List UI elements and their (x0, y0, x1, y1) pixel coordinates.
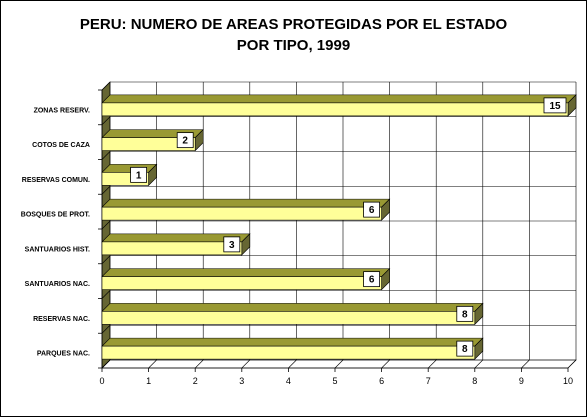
bar-top (101, 268, 391, 277)
data-label: 3 (229, 240, 235, 251)
gridline-floor (567, 359, 577, 369)
gridline-floor (474, 359, 484, 369)
x-tick-label: 2 (193, 376, 198, 386)
bar-top (101, 303, 484, 312)
gridline-floor (381, 359, 390, 369)
gridline-wall (101, 359, 111, 369)
bar-top (101, 164, 158, 173)
gridline-floor (288, 359, 297, 369)
gridline-wall (101, 220, 111, 230)
data-label-box (543, 97, 567, 114)
x-tick-label: 1 (146, 376, 151, 386)
x-tick-label: 10 (563, 376, 573, 386)
bar (101, 345, 476, 360)
data-label: 15 (549, 101, 561, 112)
category-label: SANTUARIOS NAC. (25, 281, 90, 288)
data-label: 6 (369, 205, 375, 216)
data-label-box (176, 132, 194, 149)
gridline-floor (521, 359, 530, 369)
chart-title-line-1: PERU: NUMERO DE AREAS PROTEGIDAS POR EL … (79, 16, 508, 33)
gridline-wall (101, 186, 111, 195)
category-label: COTOS DE CAZA (32, 142, 90, 149)
x-tick-label: 0 (99, 376, 104, 386)
gridline-floor (241, 359, 251, 369)
bar (101, 311, 476, 325)
bar (101, 241, 243, 256)
gridline-floor (427, 359, 437, 369)
category-label: BOSQUES DE PROT. (21, 212, 90, 219)
gridline-wall (101, 116, 111, 125)
x-tick-label: 7 (426, 376, 431, 386)
data-label-box (130, 166, 148, 183)
data-label: 8 (462, 344, 468, 355)
bar-top (101, 337, 484, 347)
x-tick-label: 9 (519, 376, 524, 386)
data-label-box (456, 340, 474, 357)
category-label: ZONAS RESERV. (34, 107, 90, 114)
data-label-box (363, 201, 381, 218)
data-label: 6 (369, 275, 375, 286)
data-label: 1 (136, 170, 142, 181)
data-label-box (363, 271, 381, 288)
gridline-floor (194, 359, 204, 369)
x-tick-label: 3 (239, 376, 244, 386)
gridline-wall (101, 325, 111, 334)
x-tick-label: 6 (379, 376, 384, 386)
gridline-wall (101, 151, 111, 160)
x-tick-label: 5 (332, 376, 337, 386)
category-label: RESERVAS NAC. (33, 316, 90, 323)
data-label: 8 (462, 309, 468, 320)
chart-title-line-2: POR TIPO, 1999 (236, 37, 351, 54)
x-tick-label: 8 (472, 376, 477, 386)
gridline-floor (148, 359, 157, 369)
data-label-box (456, 305, 474, 322)
bar (101, 276, 382, 290)
gridline-wall (101, 290, 111, 299)
x-tick-label: 4 (286, 376, 291, 386)
category-label: SANTUARIOS HIST. (25, 246, 90, 253)
bar-top (101, 94, 577, 104)
data-label: 2 (182, 136, 188, 147)
data-label-box (223, 236, 241, 253)
gridline-wall (101, 81, 111, 91)
bar (101, 102, 569, 117)
bar (101, 206, 382, 221)
bar (101, 137, 196, 151)
bar-top (101, 198, 391, 208)
category-label: PARQUES NAC. (37, 351, 90, 358)
category-label: RESERVAS COMUN. (22, 177, 90, 184)
gridline-floor (334, 359, 344, 369)
chart-title: PERU: NUMERO DE AREAS PROTEGIDAS POR EL … (0, 14, 587, 56)
gridline-wall (101, 255, 111, 264)
